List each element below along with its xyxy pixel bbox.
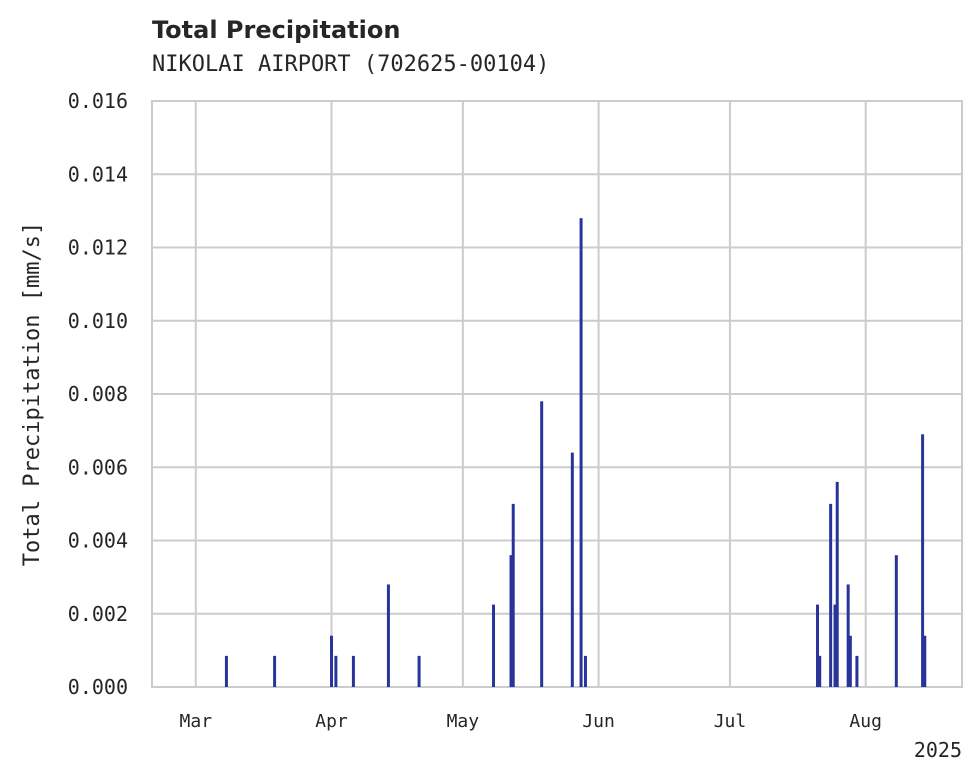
x-tick-label: Jun [582,711,615,732]
precip-bar [855,655,859,687]
precip-bar [848,635,852,687]
y-tick-label: 0.002 [68,602,128,626]
precip-bar [570,452,574,687]
precip-bar [511,503,515,687]
precip-bar [833,604,837,687]
precip-bar [829,503,833,687]
precip-bar [835,481,839,687]
precip-bar [921,434,925,687]
y-axis-label: Total Precipitation [mm/s] [20,222,45,566]
y-tick-label: 0.000 [68,675,128,699]
precip-bar [273,655,277,687]
precip-bar [330,635,334,687]
precip-bar [818,655,822,687]
y-tick-label: 0.012 [68,236,128,260]
precip-bar [816,604,820,687]
precip-bar [579,218,583,687]
precip-bar [509,555,513,687]
chart-subtitle: NIKOLAI AIRPORT (702625-00104) [152,52,550,77]
y-tick-label: 0.006 [68,455,128,479]
precip-bar [224,655,228,687]
x-tick-labels: Mar Apr May Jun Jul Aug [180,711,882,732]
y-tick-label: 0.004 [68,529,128,553]
x-tick-label: May [447,711,480,732]
precip-bar [334,655,338,687]
x-tick-label: Apr [315,711,348,732]
x-tick-label: Jul [714,711,747,732]
precip-bar [386,584,390,687]
precip-bar [351,655,355,687]
y-tick-label: 0.010 [68,309,128,333]
chart-title: Total Precipitation [152,16,401,44]
grid-layer [152,100,962,688]
y-tick-label: 0.016 [68,89,128,113]
precip-bar [894,555,898,687]
y-tick-label: 0.008 [68,382,128,406]
precip-bar [540,401,544,687]
x-axis-year-label: 2025 [914,738,962,762]
precip-bar [923,635,927,687]
precip-bar [492,604,496,687]
bars-layer [224,218,927,687]
plot-frame [151,100,963,688]
y-tick-labels: 0.000 0.002 0.004 0.006 0.008 0.010 0.012 0.014… [68,89,128,699]
x-tick-label: Aug [849,711,882,732]
precip-bar [583,655,587,687]
y-tick-label: 0.014 [68,162,128,186]
x-tick-label: Mar [180,711,213,732]
precip-bar [846,584,850,687]
precip-bar [417,655,421,687]
